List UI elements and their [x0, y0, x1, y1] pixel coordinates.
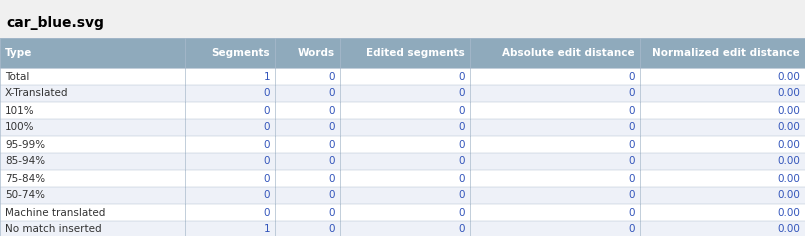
- Text: 0: 0: [459, 224, 465, 235]
- Text: 0: 0: [629, 139, 635, 149]
- Bar: [0, 153, 805, 170]
- Text: 0: 0: [629, 224, 635, 235]
- Text: 0: 0: [328, 72, 335, 81]
- Text: 0: 0: [328, 88, 335, 98]
- Text: 0: 0: [459, 139, 465, 149]
- Bar: [0, 170, 805, 187]
- Text: 85-94%: 85-94%: [5, 156, 45, 167]
- Text: 0.00: 0.00: [777, 173, 800, 184]
- Text: 0: 0: [263, 173, 270, 184]
- Text: 0: 0: [328, 139, 335, 149]
- Text: 1: 1: [263, 224, 270, 235]
- Text: 0.00: 0.00: [777, 224, 800, 235]
- Text: 0: 0: [459, 207, 465, 218]
- Text: 0: 0: [328, 122, 335, 132]
- Text: 0: 0: [629, 88, 635, 98]
- Text: 0: 0: [263, 207, 270, 218]
- Text: 0: 0: [629, 207, 635, 218]
- Text: 0: 0: [263, 105, 270, 115]
- Text: 101%: 101%: [5, 105, 35, 115]
- Text: 0: 0: [459, 190, 465, 201]
- Bar: [0, 38, 805, 68]
- Bar: [0, 102, 805, 119]
- Text: Words: Words: [298, 48, 335, 58]
- Text: Machine translated: Machine translated: [5, 207, 105, 218]
- Text: 50-74%: 50-74%: [5, 190, 45, 201]
- Text: 0: 0: [263, 190, 270, 201]
- Text: 0: 0: [459, 156, 465, 167]
- Text: No match inserted: No match inserted: [5, 224, 101, 235]
- Text: 0: 0: [459, 173, 465, 184]
- Text: 0: 0: [263, 122, 270, 132]
- Text: 0: 0: [459, 105, 465, 115]
- Text: 0: 0: [629, 122, 635, 132]
- Text: 1: 1: [263, 72, 270, 81]
- Text: 0: 0: [328, 190, 335, 201]
- Text: 0: 0: [328, 173, 335, 184]
- Text: 0: 0: [263, 139, 270, 149]
- Bar: [0, 221, 805, 236]
- Text: 0.00: 0.00: [777, 122, 800, 132]
- Text: car_blue.svg: car_blue.svg: [6, 16, 104, 30]
- Text: 0.00: 0.00: [777, 72, 800, 81]
- Text: 0: 0: [459, 72, 465, 81]
- Text: 0.00: 0.00: [777, 156, 800, 167]
- Text: 95-99%: 95-99%: [5, 139, 45, 149]
- Text: 0: 0: [629, 72, 635, 81]
- Bar: [0, 68, 805, 85]
- Text: 0.00: 0.00: [777, 105, 800, 115]
- Bar: [0, 187, 805, 204]
- Text: Type: Type: [5, 48, 32, 58]
- Bar: [0, 136, 805, 153]
- Text: X-Translated: X-Translated: [5, 88, 68, 98]
- Text: 0.00: 0.00: [777, 190, 800, 201]
- Text: 0: 0: [328, 224, 335, 235]
- Text: 100%: 100%: [5, 122, 35, 132]
- Text: 0.00: 0.00: [777, 88, 800, 98]
- Text: 0: 0: [263, 156, 270, 167]
- Text: 0: 0: [263, 88, 270, 98]
- Text: Total: Total: [5, 72, 29, 81]
- Text: Normalized edit distance: Normalized edit distance: [652, 48, 800, 58]
- Text: 0: 0: [629, 173, 635, 184]
- Text: 75-84%: 75-84%: [5, 173, 45, 184]
- Text: 0: 0: [629, 190, 635, 201]
- Text: 0.00: 0.00: [777, 139, 800, 149]
- Text: 0.00: 0.00: [777, 207, 800, 218]
- Text: 0: 0: [459, 122, 465, 132]
- Bar: [0, 85, 805, 102]
- Text: Edited segments: Edited segments: [366, 48, 465, 58]
- Text: 0: 0: [328, 207, 335, 218]
- Text: 0: 0: [629, 105, 635, 115]
- Text: 0: 0: [459, 88, 465, 98]
- Text: Absolute edit distance: Absolute edit distance: [502, 48, 635, 58]
- Bar: [0, 204, 805, 221]
- Text: Segments: Segments: [212, 48, 270, 58]
- Text: 0: 0: [328, 156, 335, 167]
- Text: 0: 0: [629, 156, 635, 167]
- Text: 0: 0: [328, 105, 335, 115]
- Bar: [0, 119, 805, 136]
